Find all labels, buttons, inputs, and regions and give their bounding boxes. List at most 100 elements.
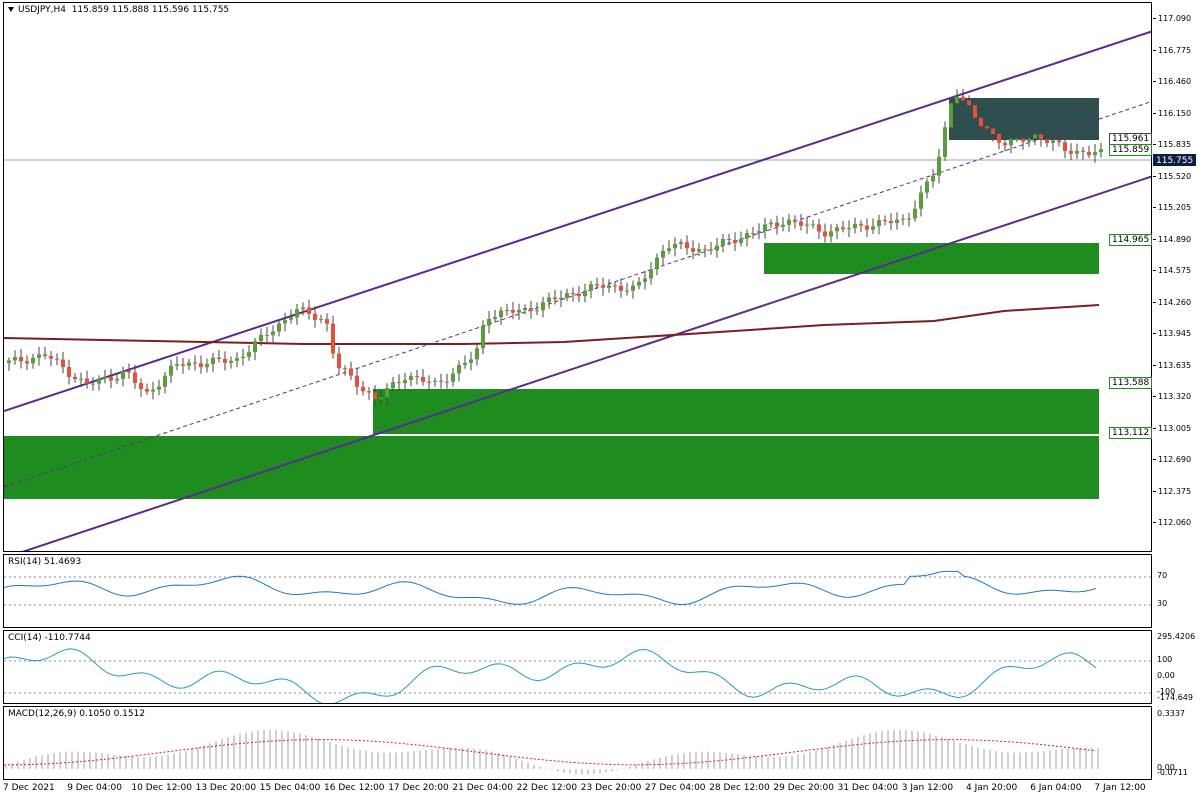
supply-zone (949, 98, 1099, 140)
candle-body (253, 341, 257, 353)
time-axis-label: 16 Dec 12:00 (324, 783, 385, 793)
candle-body (379, 397, 383, 400)
price-tick-label: 116.775 (1153, 46, 1200, 55)
candle-body (73, 377, 77, 379)
candle-body (451, 373, 455, 382)
price-tick-label: 116.460 (1153, 77, 1200, 86)
price-tick-text: 116.460 (1158, 77, 1192, 86)
candle-body (553, 297, 557, 300)
candle-body (787, 219, 791, 225)
cci-pane[interactable]: CCI(14) -110.7744 (3, 630, 1152, 704)
tick-mark (1153, 175, 1156, 177)
candle-body (577, 294, 581, 297)
candle-body (415, 376, 419, 378)
indicator-tick-label: 0.3337 (1157, 709, 1185, 718)
tick-mark (1153, 301, 1156, 303)
triangle-down-icon[interactable] (8, 7, 14, 12)
price-chart-canvas[interactable] (4, 3, 1152, 552)
candle-body (397, 382, 401, 384)
candle-body (973, 105, 977, 118)
candle-body (565, 293, 569, 298)
price-tick-label: 113.945 (1153, 329, 1200, 338)
price-tick-text: 114.890 (1158, 234, 1192, 244)
price-chart-pane[interactable]: USDJPY,H4 115.859 115.888 115.596 115.75… (3, 2, 1152, 552)
price-tick-text: 114.575 (1158, 266, 1192, 275)
candle-body (1057, 140, 1061, 143)
time-axis-label: 13 Dec 20:00 (195, 783, 257, 793)
macd-canvas[interactable] (4, 707, 1152, 780)
candle-body (1099, 149, 1103, 153)
tick-mark (1153, 364, 1156, 366)
candle-body (55, 358, 59, 360)
indicator-tick-label: 0.00 (1157, 671, 1175, 680)
channel-lower-line (21, 175, 1151, 551)
demand-zone-1 (4, 436, 1099, 499)
tick-mark (1153, 270, 1156, 271)
candle-body (211, 357, 215, 364)
candle-body (619, 285, 623, 291)
time-axis-label: 31 Dec 04:00 (837, 783, 899, 793)
tick-mark (1153, 49, 1156, 51)
candle-body (343, 368, 347, 370)
candle-body (265, 334, 269, 336)
candle-body (1003, 142, 1007, 146)
price-tick-label: 117.090 (1153, 14, 1200, 23)
candle-body (409, 376, 413, 380)
candle-body (643, 278, 647, 282)
channel-upper-line (4, 30, 1151, 412)
tick-mark (1153, 238, 1156, 240)
rsi-canvas[interactable] (4, 555, 1152, 628)
cci-canvas[interactable] (4, 631, 1152, 704)
candle-body (487, 318, 491, 326)
candle-body (769, 222, 773, 225)
candle-body (595, 284, 599, 286)
candle-body (709, 249, 713, 251)
price-tick-label: 113.005 (1153, 424, 1200, 433)
tick-mark (1153, 427, 1156, 429)
candle-body (829, 231, 833, 237)
candle-body (337, 353, 341, 369)
candle-body (433, 380, 437, 382)
tick-mark (1153, 522, 1156, 523)
candle-body (391, 382, 395, 388)
candle-body (691, 248, 695, 252)
candle-body (841, 227, 845, 230)
candle-body (493, 317, 497, 319)
price-tick-label: 113.320 (1153, 392, 1200, 401)
time-axis-label: 10 Dec 12:00 (131, 783, 192, 793)
candle-body (991, 128, 995, 134)
time-axis[interactable]: 7 Dec 2021 9 Dec 04:00 10 Dec 12:00 13 Dec … (0, 781, 1200, 800)
channel-mid-line (4, 101, 1151, 488)
candle-body (427, 381, 431, 383)
candle-body (133, 372, 137, 383)
candle-body (1021, 138, 1025, 142)
candle-body (349, 368, 353, 376)
candle-body (1093, 152, 1097, 156)
candle-body (631, 285, 635, 291)
moving-average-line (4, 304, 1100, 345)
indicator-tick-label: 100 (1157, 655, 1173, 664)
price-axis[interactable]: 117.090 116.775 116.460 116.150 115.835 115.5… (1153, 2, 1200, 552)
indicator-tick-label: -100 (1157, 687, 1176, 696)
candle-body (835, 227, 839, 232)
macd-pane[interactable]: MACD(12,26,9) 0.1050 0.1512 (3, 706, 1152, 780)
candle-body (439, 380, 443, 382)
candle-body (541, 302, 545, 311)
candle-body (1027, 138, 1031, 142)
price-tick-label: 116.150 (1153, 109, 1200, 118)
price-tick-text: 115.205 (1158, 203, 1192, 212)
candle-body (91, 383, 95, 385)
rsi-title: RSI(14) 51.4693 (8, 557, 82, 567)
candle-body (685, 242, 689, 249)
candle-body (703, 249, 707, 251)
candle-body (865, 225, 869, 230)
candle-body (889, 221, 893, 223)
candle-body (37, 354, 41, 358)
rsi-pane[interactable]: RSI(14) 51.4693 (3, 554, 1152, 628)
candle-body (745, 233, 749, 239)
candle-body (175, 364, 179, 366)
candle-body (145, 389, 149, 392)
candle-body (325, 319, 329, 324)
candle-body (529, 308, 533, 311)
candle-body (907, 218, 911, 220)
